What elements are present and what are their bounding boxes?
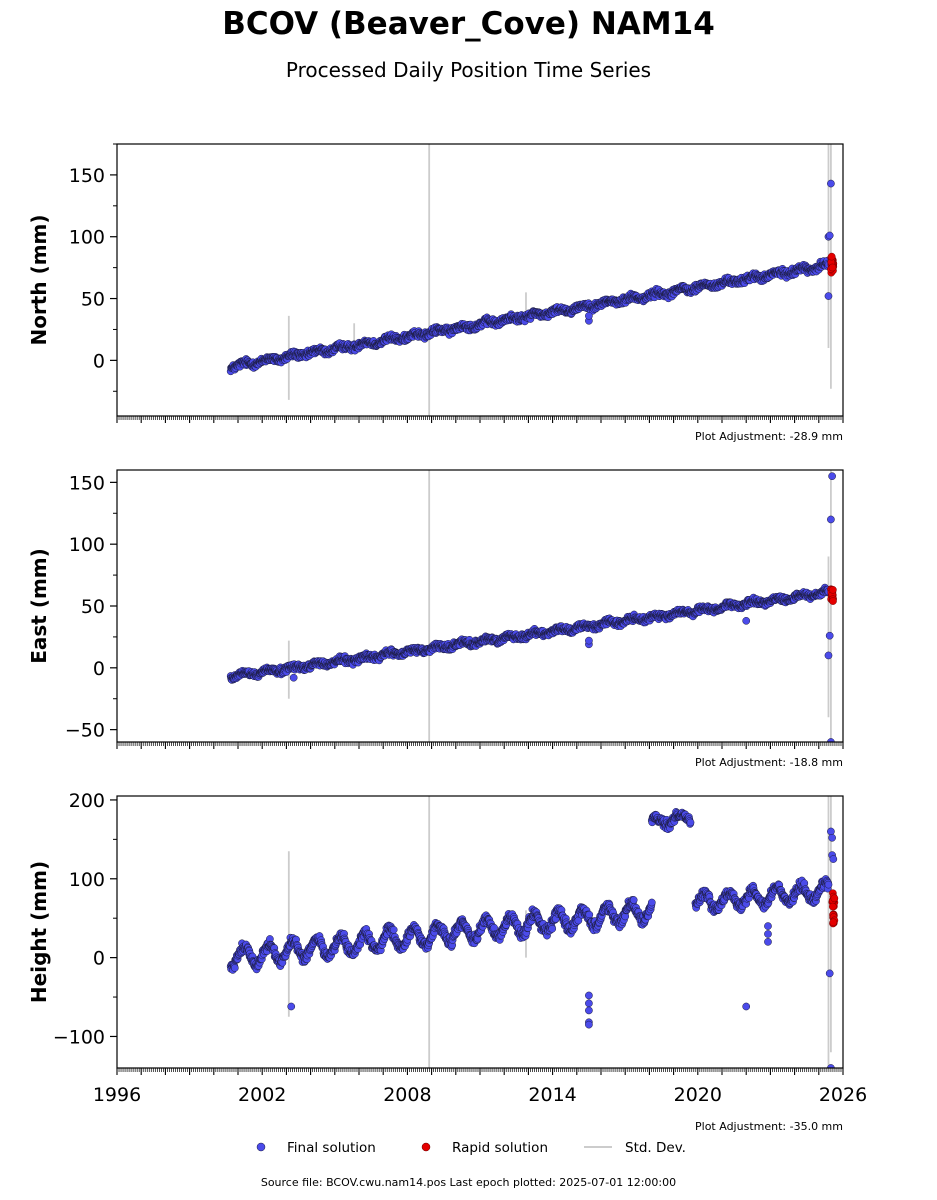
y-tick-label: 150: [69, 472, 105, 494]
rapid-point: [828, 263, 837, 272]
panel-north: 0 50 100 150 North (mm) Plot Adjustment: -28.…: [27, 143, 844, 443]
final-point: [825, 631, 834, 640]
y-tick-label: 50: [81, 596, 105, 618]
final-point: [824, 292, 833, 300]
final-point: [686, 818, 695, 827]
final-point: [647, 898, 656, 907]
y-tick-label: 0: [93, 350, 105, 372]
final-point: [827, 179, 835, 188]
figure-subtitle: Processed Daily Position Time Series: [285, 58, 652, 82]
y-axis-label: East (mm): [27, 548, 51, 664]
final-point: [827, 515, 835, 524]
final-point: [825, 231, 834, 240]
final-point: [230, 964, 239, 972]
final-point: [585, 636, 593, 645]
final-point: [824, 651, 833, 660]
y-tick-label: 150: [69, 165, 105, 187]
plot-adjustment-label: Plot Adjustment: -18.8 mm: [695, 756, 843, 769]
final-point: [289, 673, 298, 682]
y-tick-label: −50: [65, 720, 105, 742]
final-point: [389, 925, 398, 934]
final-point: [742, 616, 751, 625]
final-point: [629, 896, 638, 904]
final-point: [548, 924, 557, 933]
y-tick-label: 100: [69, 534, 105, 556]
final-point: [490, 923, 498, 932]
y-tick-label: 50: [81, 289, 105, 311]
rapid-point: [829, 586, 837, 594]
plot-area: [226, 144, 838, 416]
rapid-point: [827, 252, 836, 261]
rapid-point: [829, 597, 837, 605]
figure-title: BCOV (Beaver_Cove) NAM14: [222, 6, 715, 42]
final-point: [828, 472, 836, 481]
y-tick-label: 0: [93, 658, 105, 680]
y-tick-label: 100: [69, 227, 105, 249]
y-axis-label: North (mm): [27, 214, 51, 345]
final-point: [585, 312, 593, 320]
plot-adjustment-label: Plot Adjustment: -28.9 mm: [695, 430, 843, 443]
plot-area: [226, 796, 839, 1068]
panel-east: −50 0 50 100 150 East (mm) Plot Adjustment: -1…: [27, 469, 844, 769]
plot-area: [226, 470, 837, 742]
